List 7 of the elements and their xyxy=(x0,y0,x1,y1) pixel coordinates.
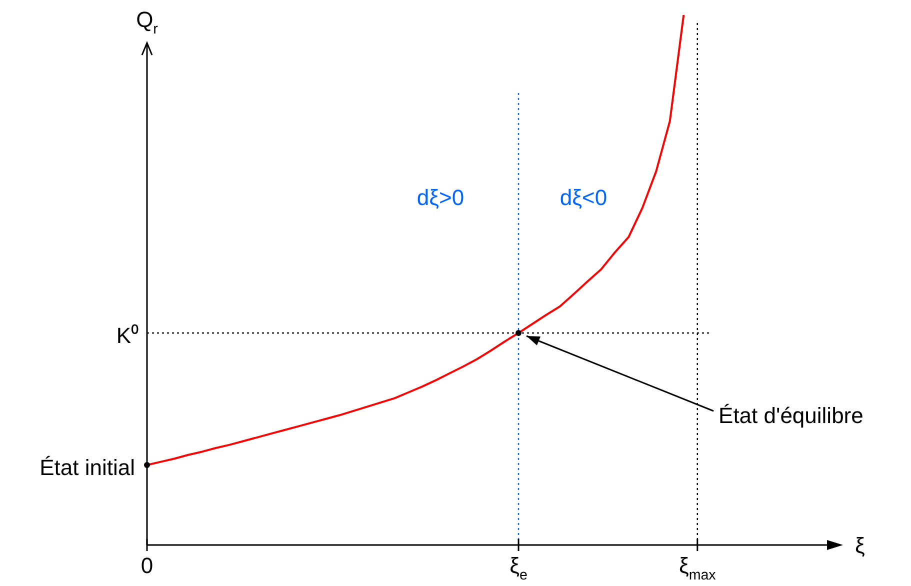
ref-line-label: K⁰ xyxy=(116,323,140,348)
annotation: dξ<0 xyxy=(560,185,608,210)
annotation: État initial xyxy=(40,454,136,480)
x-axis-title: ξ xyxy=(855,533,865,558)
x-tick-label: 0 xyxy=(140,553,154,578)
annotation: État d'équilibre xyxy=(718,403,864,428)
annotation: dξ>0 xyxy=(416,185,464,210)
